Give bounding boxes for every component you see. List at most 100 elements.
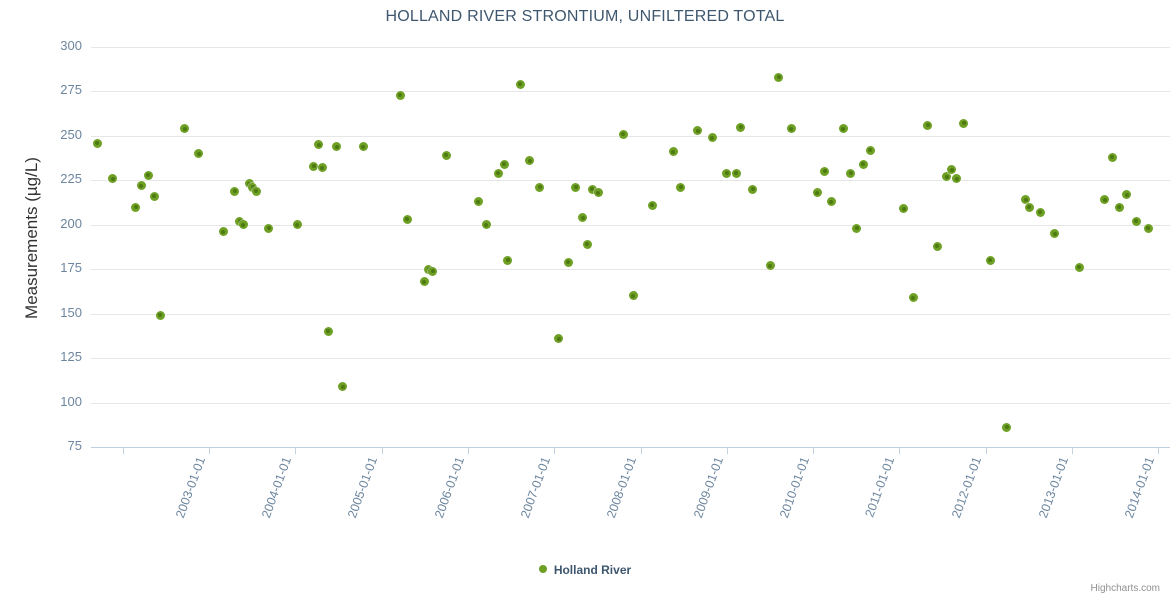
data-point[interactable] (180, 124, 190, 134)
data-point[interactable] (1100, 195, 1110, 205)
data-point[interactable] (858, 159, 868, 169)
data-point[interactable] (1024, 202, 1034, 212)
data-point[interactable] (820, 166, 830, 176)
data-point[interactable] (647, 200, 657, 210)
data-point[interactable] (668, 147, 678, 157)
data-point[interactable] (563, 257, 573, 267)
data-point[interactable] (1122, 190, 1132, 200)
data-point[interactable] (92, 138, 102, 148)
data-point[interactable] (358, 142, 368, 152)
data-point[interactable] (136, 181, 146, 191)
y-tick-label: 100 (60, 393, 82, 409)
x-tick-label: 2011-01-01 (862, 455, 898, 520)
data-point[interactable] (499, 159, 509, 169)
data-point[interactable] (736, 122, 746, 132)
data-point[interactable] (593, 188, 603, 198)
chart-credits[interactable]: Highcharts.com (1090, 583, 1160, 594)
legend-item-holland-river[interactable]: Holland River (538, 562, 631, 577)
data-point[interactable] (582, 239, 592, 249)
data-point[interactable] (149, 191, 159, 201)
data-point[interactable] (985, 255, 995, 265)
data-point[interactable] (1035, 207, 1045, 217)
data-point[interactable] (852, 223, 862, 233)
data-point[interactable] (1074, 262, 1084, 272)
data-point[interactable] (587, 184, 597, 194)
data-point[interactable] (1107, 152, 1117, 162)
data-point[interactable] (628, 291, 638, 301)
x-tick (554, 447, 556, 454)
data-point[interactable] (428, 266, 438, 276)
data-point[interactable] (108, 174, 118, 184)
data-point[interactable] (338, 382, 348, 392)
data-point[interactable] (525, 156, 535, 166)
data-point[interactable] (493, 168, 503, 178)
data-point[interactable] (292, 220, 302, 230)
y-tick-label: 250 (60, 126, 82, 142)
data-point[interactable] (812, 188, 822, 198)
data-point[interactable] (693, 126, 703, 136)
data-point[interactable] (774, 72, 784, 82)
data-point[interactable] (419, 277, 429, 287)
data-point[interactable] (765, 261, 775, 271)
data-point[interactable] (952, 174, 962, 184)
data-point[interactable] (846, 168, 856, 178)
data-point[interactable] (535, 182, 545, 192)
x-tick-label: 2007-01-01 (517, 455, 553, 520)
data-point[interactable] (441, 150, 451, 160)
data-point[interactable] (865, 145, 875, 155)
data-point[interactable] (395, 90, 405, 100)
data-point[interactable] (323, 326, 333, 336)
data-point[interactable] (571, 182, 581, 192)
data-point[interactable] (578, 213, 588, 223)
data-point[interactable] (786, 124, 796, 134)
data-point[interactable] (332, 142, 342, 152)
data-point[interactable] (838, 124, 848, 134)
data-point[interactable] (899, 204, 909, 214)
data-point[interactable] (932, 241, 942, 251)
data-point[interactable] (230, 186, 240, 196)
data-point[interactable] (923, 120, 933, 130)
x-tick-label: 2013-01-01 (1035, 455, 1071, 520)
data-point[interactable] (748, 184, 758, 194)
data-point[interactable] (317, 163, 327, 173)
data-point[interactable] (947, 165, 957, 175)
data-point[interactable] (722, 168, 732, 178)
data-point[interactable] (554, 334, 564, 344)
data-point[interactable] (515, 79, 525, 89)
gridline (91, 313, 1170, 315)
x-tick-label: 2005-01-01 (345, 455, 381, 520)
data-point[interactable] (1002, 422, 1012, 432)
data-point[interactable] (481, 220, 491, 230)
data-point[interactable] (959, 118, 969, 128)
data-point[interactable] (218, 227, 228, 237)
data-point[interactable] (908, 293, 918, 303)
data-point[interactable] (1143, 223, 1153, 233)
data-point[interactable] (194, 149, 204, 159)
gridline (91, 358, 1170, 360)
data-point[interactable] (264, 223, 274, 233)
data-point[interactable] (1050, 229, 1060, 239)
data-point[interactable] (676, 182, 686, 192)
data-point[interactable] (238, 220, 248, 230)
data-point[interactable] (131, 202, 141, 212)
data-point[interactable] (309, 161, 319, 171)
data-point[interactable] (942, 172, 952, 182)
x-tick-label: 2012-01-01 (949, 455, 985, 520)
data-point[interactable] (503, 255, 513, 265)
data-point[interactable] (402, 214, 412, 224)
data-point[interactable] (251, 186, 261, 196)
data-point[interactable] (314, 140, 324, 150)
data-point[interactable] (731, 168, 741, 178)
x-tick-label: 2014-01-01 (1122, 455, 1158, 520)
data-point[interactable] (707, 133, 717, 143)
y-tick-label: 300 (60, 38, 82, 53)
data-point[interactable] (826, 197, 836, 207)
data-point[interactable] (473, 197, 483, 207)
data-point[interactable] (155, 310, 165, 320)
data-point[interactable] (1114, 202, 1124, 212)
data-point[interactable] (143, 170, 153, 180)
x-tick (985, 447, 987, 454)
data-point[interactable] (618, 129, 628, 139)
data-point[interactable] (1131, 216, 1141, 226)
data-point[interactable] (1021, 195, 1031, 205)
